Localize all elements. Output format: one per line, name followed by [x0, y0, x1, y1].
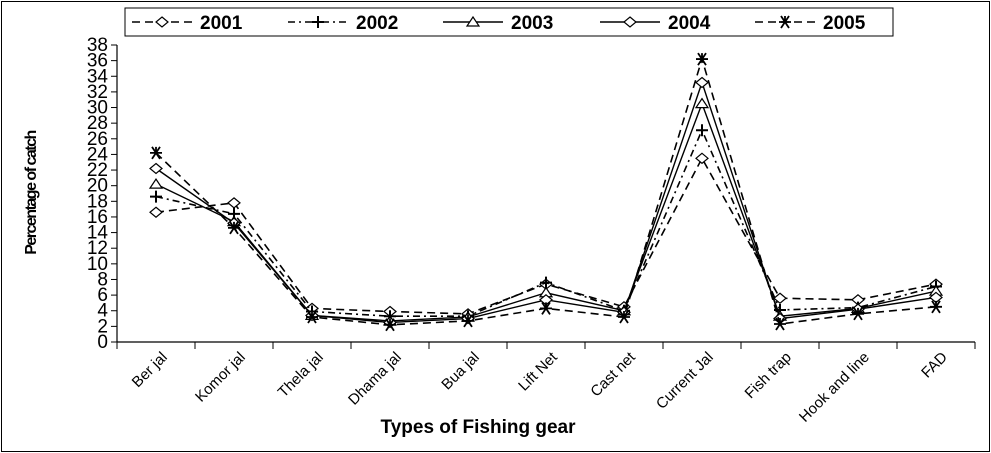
legend-marker-2004 [623, 16, 637, 28]
data-point-2005 [930, 300, 942, 314]
y-tick-label: 22 [87, 160, 108, 181]
x-tick-label: FAD [918, 349, 951, 382]
data-point-2004 [695, 76, 709, 89]
x-tick-label: Komor jal [192, 349, 249, 406]
data-point-2001 [695, 152, 709, 165]
data-point-2005 [696, 52, 708, 66]
legend-label-2005: 2005 [823, 13, 866, 34]
y-tick-label: 36 [87, 51, 108, 72]
y-tick-label: 2 [97, 316, 108, 337]
y-tick-label: 14 [87, 223, 109, 244]
y-tick-label: 26 [87, 129, 108, 150]
legend-marker-2002 [312, 16, 324, 28]
data-point-2003 [148, 178, 164, 189]
legend: 2001 2002 2003 2004 2005 [124, 7, 894, 37]
data-point-2005 [150, 146, 162, 160]
y-tick-label: 32 [87, 82, 108, 103]
data-point-2005 [540, 301, 552, 315]
x-tick-label: Bua jal [438, 349, 482, 393]
legend-box [124, 7, 894, 37]
y-tick-label: 16 [87, 207, 108, 228]
y-tick-label: 6 [97, 285, 108, 306]
x-axis-title: Types of Fishing gear [381, 417, 577, 438]
data-point-2001 [149, 206, 163, 219]
y-tick-label: 8 [97, 269, 108, 290]
data-point-2003 [694, 97, 710, 109]
legend-label-2003: 2003 [511, 13, 553, 34]
data-point-2002 [150, 190, 162, 203]
series-2003 [148, 97, 944, 326]
data-point-2005 [774, 317, 786, 331]
legend-marker-2001 [155, 16, 169, 28]
x-tick-label: Ber jal [129, 349, 171, 391]
y-tick-label: 34 [87, 66, 109, 87]
y-tick-label: 38 [87, 35, 108, 56]
y-tick-label: 0 [97, 332, 108, 353]
y-axis-title: Percentage of catch [23, 131, 40, 255]
x-tick-label: Lift Net [515, 348, 561, 394]
y-tick-label: 28 [87, 113, 108, 134]
data-point-2005 [306, 310, 318, 324]
x-tick-label: Cast net [587, 348, 639, 400]
legend-marker-2005 [779, 15, 791, 29]
x-tick-label: Hook and line [796, 349, 873, 426]
y-tick-label: 12 [87, 238, 108, 259]
x-tick-label: Fish trap [742, 349, 795, 402]
series-group [148, 52, 944, 332]
data-point-2005 [618, 310, 630, 324]
x-tick-label: Thela jal [275, 349, 327, 401]
data-point-2005 [384, 318, 396, 332]
y-tick-label: 20 [87, 176, 108, 197]
y-tick-label: 30 [87, 98, 108, 119]
x-tick-label: Current Jal [653, 349, 717, 413]
series-2005 [150, 52, 942, 332]
y-tick-label: 4 [97, 301, 108, 322]
legend-marker-2003 [465, 15, 481, 27]
data-point-2002 [540, 276, 552, 289]
legend-label-2004: 2004 [668, 13, 711, 34]
data-point-2005 [228, 221, 240, 235]
data-point-2005 [852, 307, 864, 321]
data-point-2004 [149, 162, 163, 175]
data-point-2001 [227, 197, 241, 209]
y-tick-label: 18 [87, 191, 108, 212]
y-tick-label: 10 [87, 254, 108, 275]
legend-label-2002: 2002 [356, 13, 398, 34]
y-tick-label: 24 [87, 144, 109, 165]
legend-label-2001: 2001 [200, 13, 243, 34]
data-point-2002 [696, 124, 708, 137]
x-tick-label: Dhama jal [345, 349, 405, 409]
data-point-2001 [773, 292, 787, 305]
data-point-2005 [462, 314, 474, 328]
